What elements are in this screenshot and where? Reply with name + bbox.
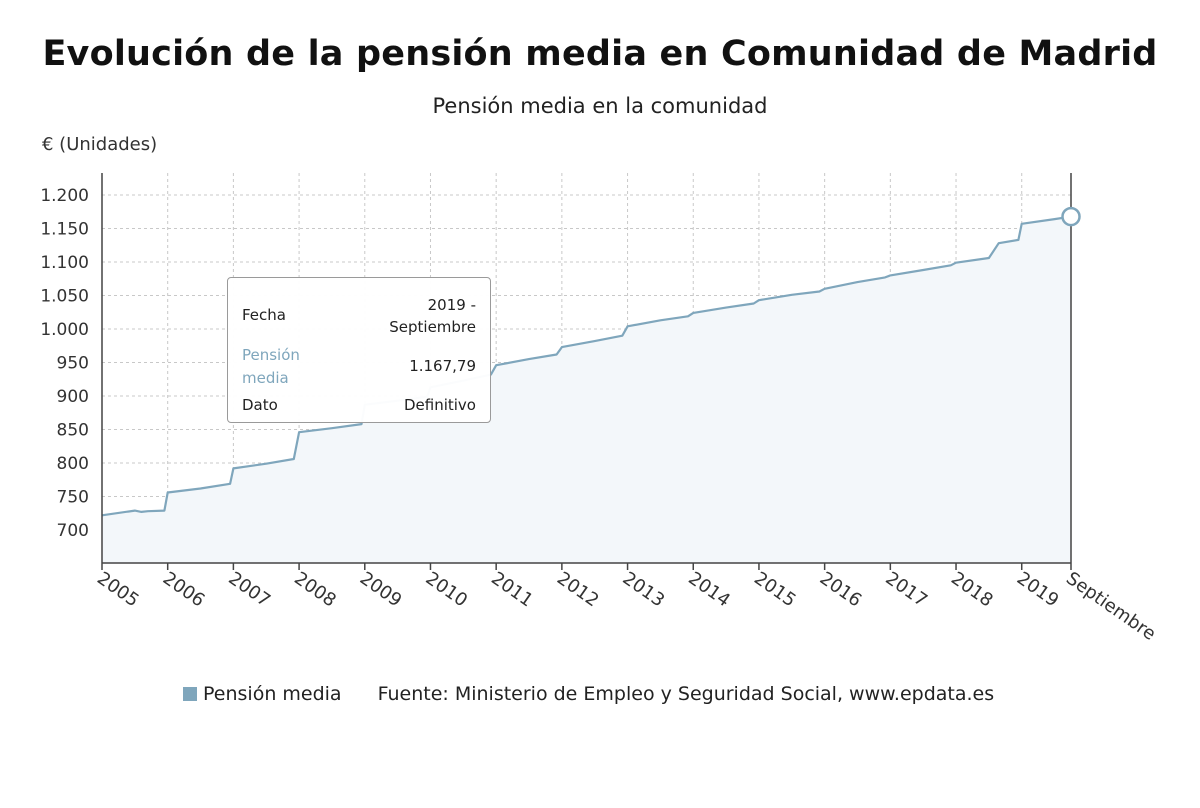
y-tick-label: 750 [57,488,89,508]
x-tick-label: 2018 [947,568,997,611]
y-tick-label: 900 [57,387,89,407]
x-tick-label: 2016 [816,568,866,611]
y-tick-label: 700 [57,521,89,541]
y-axis-label: € (Unidades) [42,134,158,155]
y-tick-label: 1.200 [40,186,89,206]
y-tick-label: 800 [57,454,89,474]
y-tick-label: 1.000 [40,320,89,340]
legend-series-label[interactable]: Pensión media [203,683,342,705]
tooltip-date-value: 2019 - Septiembre [389,296,476,336]
y-tick-label: 850 [57,421,89,441]
legend-swatch [183,687,197,701]
x-tick-label: 2011 [487,568,537,611]
legend: Pensión media Fuente: Ministerio de Emple… [183,683,994,705]
line-chart: 700 750 800 850 900 950 1.000 1.050 1.100 1.150 1.… [40,173,1159,645]
x-tick-label: 2009 [356,568,406,611]
tooltip-pension-value: 1.167,79 [409,357,476,375]
x-tick-label: 2008 [290,568,340,611]
tooltip-status-label: Dato [242,396,278,414]
x-tick-label: Septiembre [1062,568,1159,645]
tooltip-date-label: Fecha [242,306,286,324]
tooltip-row-date: Fecha 2019 - Septiembre [242,294,476,336]
tooltip-pension-label: Pensión media [242,346,300,387]
axis-layer [101,173,1072,570]
x-tick-label: 2010 [422,568,472,611]
x-tick-label: 2005 [93,568,143,611]
x-tick-label: 2019 [1013,568,1063,611]
tooltip-status-value: Definitivo [403,396,476,414]
marker-layer [1061,206,1081,227]
x-tick-label: 2017 [881,568,931,611]
y-tick-label: 950 [57,354,89,374]
x-tick-label: 2013 [619,568,669,611]
line-layer [101,215,1072,517]
highlight-point [1061,206,1081,227]
source-note: Fuente: Ministerio de Empleo y Seguridad… [377,683,995,705]
tooltip-row-pension: Pensión media 1.167,79 [242,344,476,388]
x-tick-label: 2015 [750,568,800,611]
data-tooltip: Fecha 2019 - Septiembre Pensión media 1.… [227,277,491,423]
area-layer [102,216,1071,563]
x-tick-label: 2014 [684,568,734,611]
chart-title: Evolución de la pensión media en Comunid… [42,34,1158,74]
y-tick-label: 1.150 [40,220,89,240]
x-tick-label: 2006 [159,568,209,611]
x-tick-label: 2007 [225,568,275,611]
y-tick-label: 1.100 [40,253,89,273]
y-tick-label: 1.050 [40,287,89,307]
tooltip-row-status: Dato Definitivo [242,396,476,418]
x-tick-label: 2012 [553,568,603,611]
chart-subtitle: Pensión media en la comunidad [432,94,768,118]
series-area [102,216,1071,563]
series-line-pension-media [101,215,1072,517]
